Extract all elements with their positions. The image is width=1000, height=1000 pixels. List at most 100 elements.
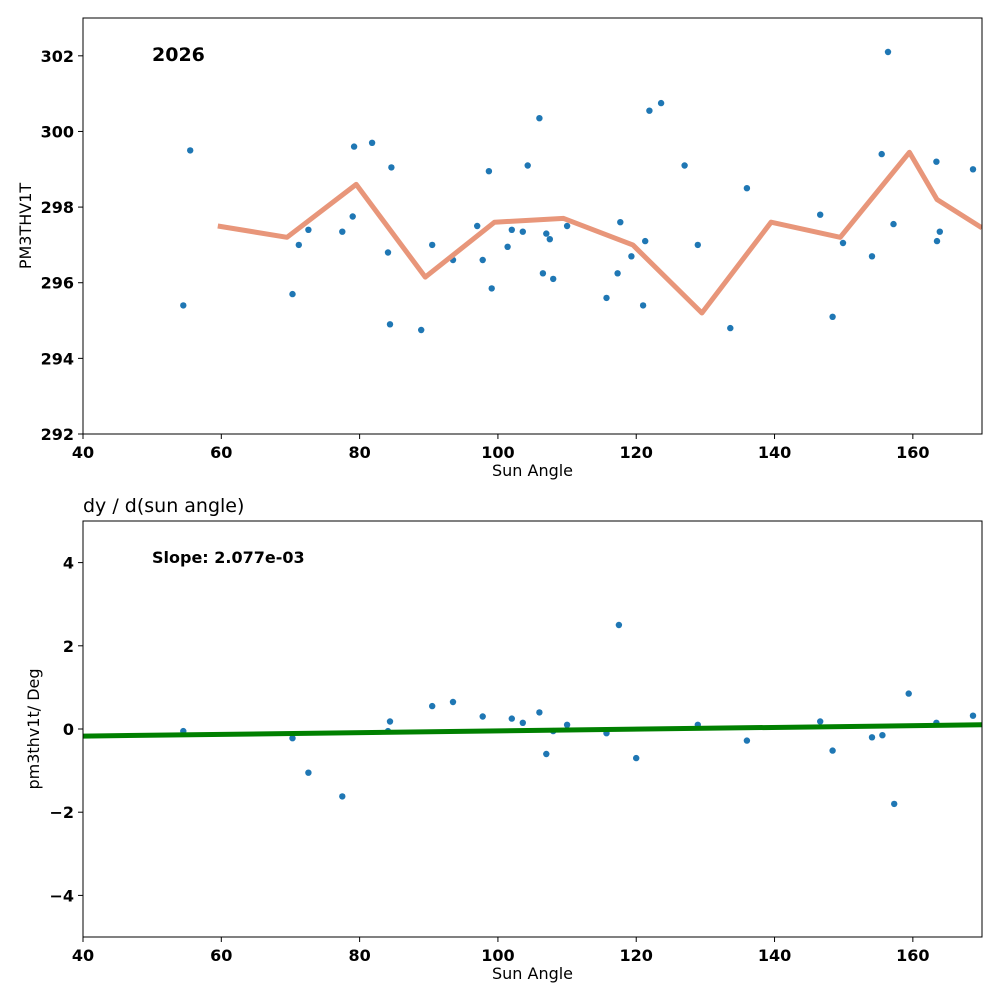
x-tick-label: 60 xyxy=(210,946,232,965)
data-point xyxy=(550,275,557,283)
data-point xyxy=(339,228,346,235)
data-point xyxy=(449,698,457,706)
x-tick-label: 100 xyxy=(481,443,514,462)
y-axis-label: PM3THV1T xyxy=(16,183,35,270)
data-point xyxy=(615,621,623,629)
data-point xyxy=(386,321,394,328)
data-point xyxy=(868,253,876,260)
data-point xyxy=(868,734,876,741)
data-point xyxy=(884,48,892,56)
y-tick-label: 302 xyxy=(41,47,74,66)
data-point xyxy=(519,719,526,726)
x-tick-label: 140 xyxy=(758,443,791,462)
x-tick-label: 120 xyxy=(620,946,653,965)
x-tick-label: 80 xyxy=(348,443,370,462)
data-point xyxy=(563,222,571,230)
data-point xyxy=(642,237,649,245)
data-point xyxy=(536,709,543,716)
panel-title: dy / d(sun angle) xyxy=(83,495,244,517)
data-point xyxy=(628,253,635,260)
data-point xyxy=(388,164,395,171)
y-tick-label: 2 xyxy=(63,637,74,656)
data-point xyxy=(839,239,847,247)
data-point xyxy=(350,143,358,150)
data-point xyxy=(905,690,912,697)
data-point xyxy=(646,107,653,114)
data-point xyxy=(349,213,356,220)
data-point xyxy=(504,243,511,250)
slope-annotation: Slope: 2.077e-03 xyxy=(152,548,305,567)
data-point xyxy=(969,166,977,173)
axes-frame xyxy=(82,17,983,435)
top-panel: 40 60 80 100 120 140 160 292 294 296 298 300 302 Sun … xyxy=(16,17,983,480)
data-point xyxy=(339,793,346,800)
x-tick-label: 160 xyxy=(896,443,929,462)
data-point xyxy=(633,754,640,762)
y-tick-label: −2 xyxy=(49,803,74,822)
y-tick-label: 4 xyxy=(63,554,74,573)
x-axis-label: Sun Angle xyxy=(492,461,573,480)
data-point xyxy=(539,270,547,277)
y-tick-label: 292 xyxy=(41,425,74,444)
y-tick-label: 296 xyxy=(41,274,74,293)
data-point xyxy=(289,290,296,298)
data-point xyxy=(543,750,550,758)
data-point xyxy=(305,226,312,233)
data-point xyxy=(936,228,943,235)
data-point xyxy=(474,222,481,230)
x-tick-label: 100 xyxy=(481,946,514,965)
data-point xyxy=(617,219,624,226)
y-tick-label: 298 xyxy=(41,198,74,217)
plot-area xyxy=(180,48,982,334)
x-tick-label: 80 xyxy=(348,946,370,965)
data-point xyxy=(817,718,824,725)
data-point xyxy=(879,732,886,739)
data-point xyxy=(890,220,897,228)
fit-line xyxy=(83,722,982,739)
y-axis-label: pm3thv1t/ Deg xyxy=(24,668,43,789)
data-point xyxy=(681,162,688,169)
y-tick-label: 0 xyxy=(63,720,74,739)
bottom-panel: dy / d(sun angle) 40 60 80 100 120 140 160 −4 −2 0… xyxy=(24,495,983,983)
data-point xyxy=(603,294,610,302)
data-point xyxy=(829,313,836,320)
data-point xyxy=(368,139,376,146)
data-point xyxy=(295,241,302,249)
data-point xyxy=(386,718,394,725)
data-point xyxy=(485,168,493,175)
data-point xyxy=(305,769,312,776)
data-point xyxy=(563,721,571,728)
data-point xyxy=(429,241,436,249)
data-point xyxy=(524,162,531,169)
data-point xyxy=(508,226,515,233)
data-point xyxy=(933,237,941,245)
data-point xyxy=(743,737,751,744)
data-point xyxy=(180,302,187,309)
x-tick-label: 160 xyxy=(896,946,929,965)
data-point xyxy=(418,326,425,334)
x-tick-label: 40 xyxy=(72,443,94,462)
data-point xyxy=(639,302,647,309)
data-point xyxy=(546,236,553,243)
data-point xyxy=(429,702,436,710)
data-point xyxy=(289,735,296,742)
x-axis-label: Sun Angle xyxy=(492,964,573,983)
year-annotation: 2026 xyxy=(152,44,205,66)
data-point xyxy=(817,211,824,218)
data-point xyxy=(657,99,665,107)
x-tick-label: 60 xyxy=(210,443,232,462)
x-tick-label: 40 xyxy=(72,946,94,965)
data-point xyxy=(187,147,194,154)
data-point xyxy=(829,747,836,754)
data-point xyxy=(878,150,885,158)
axes-frame xyxy=(82,520,983,938)
data-point xyxy=(384,249,392,256)
data-point xyxy=(479,713,486,720)
data-point xyxy=(479,256,486,264)
binned-mean-line xyxy=(217,149,982,316)
x-tick-label: 140 xyxy=(758,946,791,965)
data-point xyxy=(543,230,550,237)
data-point xyxy=(743,185,751,192)
